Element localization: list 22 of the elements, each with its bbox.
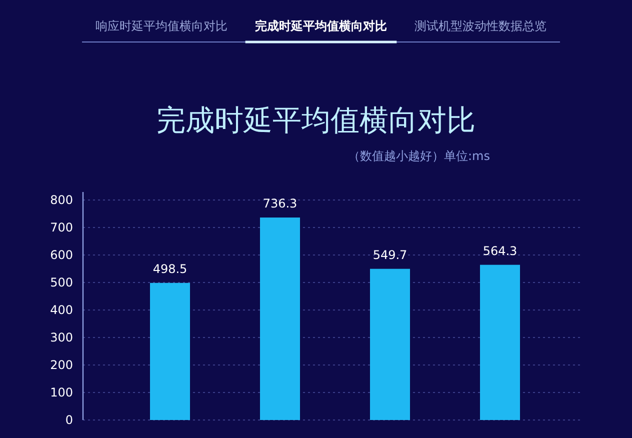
text: 响应时延平均值横向对比: [96, 19, 228, 33]
y-tick-label: 400: [50, 303, 73, 317]
y-tick-label: 800: [50, 193, 73, 207]
y-tick-label: 500: [50, 276, 73, 290]
data-label: 498.5: [152, 262, 188, 276]
data-label: 564.3: [482, 244, 518, 258]
data-label: 549.7: [372, 248, 408, 262]
y-tick-label: 100: [50, 386, 73, 400]
y-tick-label: 0: [65, 413, 73, 427]
y-tick-label: 300: [50, 330, 73, 344]
bar: [480, 264, 520, 420]
bar: [370, 268, 410, 420]
chart-title: 完成时延平均值横向对比: [156, 103, 476, 137]
text: 完成时延平均值横向对比: [255, 19, 387, 33]
data-label: 736.3: [262, 196, 298, 211]
text: 测试机型波动性数据总览: [414, 19, 546, 33]
y-tick-label: 200: [50, 358, 73, 372]
bar: [150, 282, 190, 420]
y-tick-label: 600: [50, 248, 73, 262]
y-tick-label: 700: [50, 220, 73, 234]
bar: [260, 218, 300, 420]
chart-subtitle: （数值越小越好）单位:ms: [348, 149, 490, 163]
